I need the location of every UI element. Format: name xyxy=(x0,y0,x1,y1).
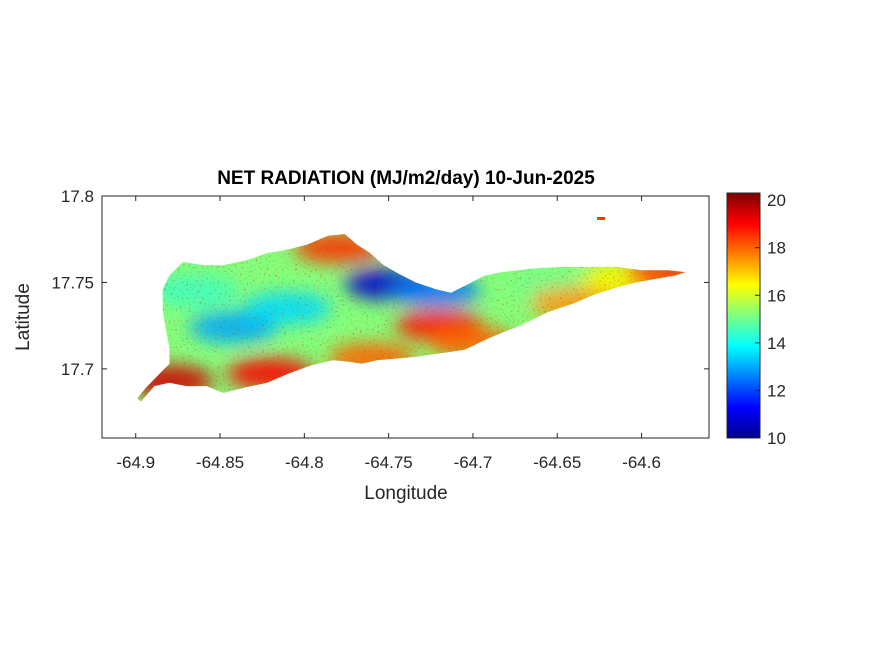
x-tick-label: -64.85 xyxy=(196,453,244,472)
y-tick-label: 17.75 xyxy=(51,273,94,292)
x-axis-ticks: -64.9 -64.85 -64.8 -64.75 -64.7 -64.65 -64.6 xyxy=(116,196,661,472)
colorbar-tick-label: 14 xyxy=(767,334,786,353)
y-tick-label: 17.7 xyxy=(61,360,94,379)
colorbar-tick-label: 18 xyxy=(767,239,786,258)
colorbar xyxy=(726,192,761,439)
colorbar-tick-label: 16 xyxy=(767,286,786,305)
chart-title: NET RADIATION (MJ/m2/day) 10-Jun-2025 xyxy=(217,168,595,189)
colorbar-tick-label: 12 xyxy=(767,381,786,400)
y-axis-label: Latitude xyxy=(13,283,34,351)
x-tick-label: -64.9 xyxy=(116,453,155,472)
colorbar-tick-label: 10 xyxy=(767,429,786,448)
x-tick-label: -64.6 xyxy=(622,453,661,472)
x-axis-label: Longitude xyxy=(364,483,447,504)
x-tick-label: -64.7 xyxy=(454,453,493,472)
colorbar-tick-label: 20 xyxy=(767,191,786,210)
x-tick-label: -64.65 xyxy=(533,453,581,472)
colorbar-ticks: 10 12 14 16 18 20 xyxy=(755,191,786,448)
islet xyxy=(597,216,606,220)
x-tick-label: -64.75 xyxy=(365,453,413,472)
y-tick-label: 17.8 xyxy=(61,187,94,206)
x-tick-label: -64.8 xyxy=(285,453,324,472)
y-axis-ticks: 17.7 17.75 17.8 xyxy=(51,187,709,379)
